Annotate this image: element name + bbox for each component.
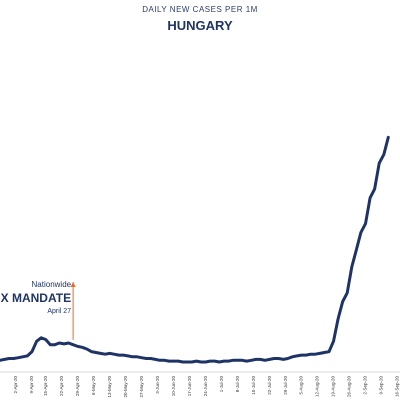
x-tick-label: 22-Jul-20	[267, 376, 272, 395]
x-tick-label: 26-Aug-20	[347, 376, 352, 398]
series-line	[0, 135, 390, 364]
x-tick-label: 13-May-20	[107, 376, 112, 398]
annotation: Nationwide X MANDATE April 27	[1, 280, 76, 340]
x-tick-label: 20-May-20	[123, 376, 128, 398]
x-tick-label: 2-Apr-20	[13, 376, 18, 394]
x-tick-label: 27-May-20	[139, 376, 144, 398]
x-tick-label: 6-May-20	[91, 376, 96, 396]
x-tick-label: 29-Apr-20	[75, 376, 80, 397]
x-tick-label: 10-Jun-20	[171, 376, 176, 397]
x-tick-label: 17-Jun-20	[187, 376, 192, 397]
x-tick-labels: 2-Apr-20 9-Apr-20 15-Apr-20 22-Apr-20 29-Apr…	[13, 376, 400, 398]
x-tick-label: 12-Aug-20	[315, 376, 320, 398]
x-tick-label: 16-Sep-20	[395, 376, 400, 398]
x-tick-label: 19-Aug-20	[331, 376, 336, 398]
x-tick-label: 15-Apr-20	[43, 376, 48, 397]
x-tick-label: 1-Jul-20	[219, 376, 224, 393]
x-tick-label: 3-Jun-20	[155, 376, 160, 394]
chart-title: HUNGARY	[167, 18, 233, 33]
annotation-arrowhead	[70, 282, 76, 287]
annotation-line1: Nationwide	[32, 280, 72, 289]
annotation-line2: X MANDATE	[1, 291, 71, 305]
x-tick-label: 9-Sep-20	[379, 376, 384, 395]
x-tick-label: 24-Jun-20	[203, 376, 208, 397]
x-tick-label: 29-Jul-20	[283, 376, 288, 395]
chart-subtitle: DAILY NEW CASES PER 1M	[142, 5, 258, 14]
x-tick-label: 5-Aug-20	[299, 376, 304, 395]
x-tick-label: 22-Apr-20	[59, 376, 64, 397]
x-tick-label: 9-Apr-20	[29, 376, 34, 394]
x-tick-label: 8-Jul-20	[235, 376, 240, 393]
x-tick-label: 2-Sep-20	[363, 376, 368, 395]
x-tick-label: 15-Jul-20	[251, 376, 256, 395]
annotation-line3: April 27	[47, 308, 71, 315]
